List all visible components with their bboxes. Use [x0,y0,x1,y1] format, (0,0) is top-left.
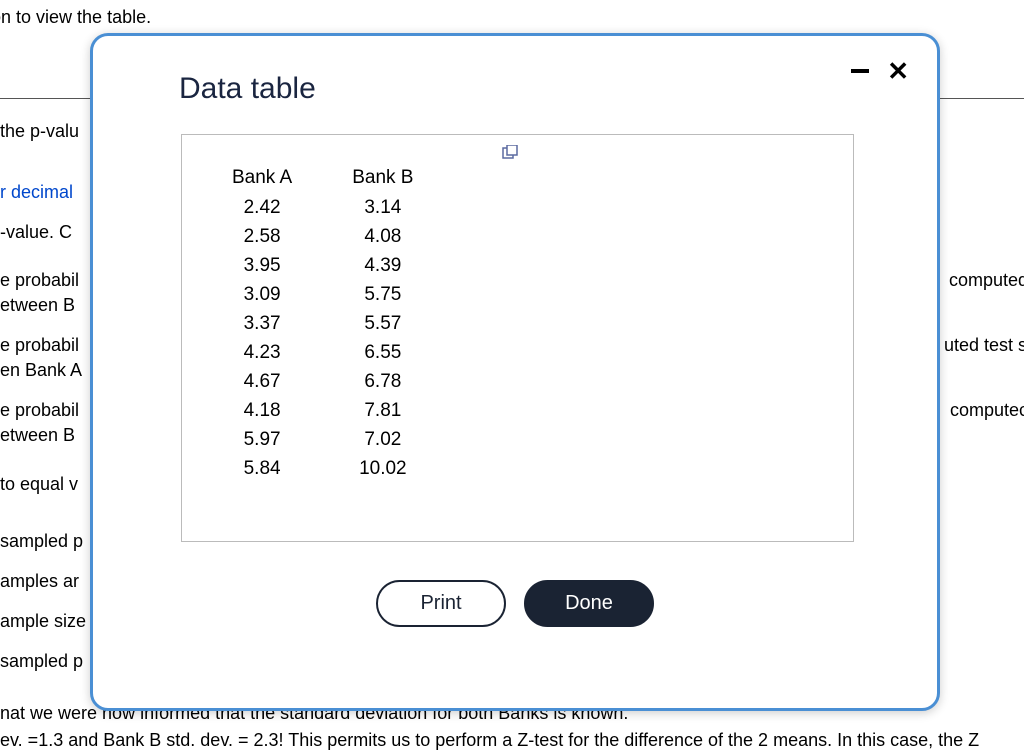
modal-footer: Print Done [121,580,909,627]
table-row: 5.977.02 [202,425,443,454]
table-cell: 4.18 [202,396,322,425]
table-cell: 5.97 [202,425,322,454]
bg-text: sampled p [0,527,83,556]
bg-text: sampled p [0,647,83,676]
bg-text: ev. =1.3 and Bank B std. dev. = 2.3! Thi… [0,726,979,755]
table-row: 3.954.39 [202,251,443,280]
table-cell: 5.84 [202,454,322,483]
table-row: 5.8410.02 [202,454,443,483]
data-table: Bank A Bank B 2.423.142.584.083.954.393.… [202,163,443,483]
table-cell: 6.55 [322,338,443,367]
table-container: Bank A Bank B 2.423.142.584.083.954.393.… [181,134,854,542]
column-header: Bank B [322,163,443,193]
bg-text: the p-valu [0,117,79,146]
bg-text: uted test st [944,331,1024,360]
minimize-icon[interactable] [851,69,869,73]
table-cell: 2.42 [202,193,322,222]
table-row: 2.584.08 [202,222,443,251]
bg-text: computec [950,396,1024,425]
bg-text: computed [949,266,1024,295]
table-row: 4.236.55 [202,338,443,367]
bg-text: etween B [0,291,75,320]
bg-text: icon to view the table. [0,3,151,32]
table-header-row: Bank A Bank B [202,163,443,193]
table-row: 3.095.75 [202,280,443,309]
bg-text: en Bank A [0,356,82,385]
bg-link-text: r decimal [0,178,73,207]
print-button[interactable]: Print [376,580,506,627]
bg-text: etween B [0,421,75,450]
done-button[interactable]: Done [524,580,654,627]
table-cell: 7.81 [322,396,443,425]
table-row: 4.187.81 [202,396,443,425]
table-cell: 4.67 [202,367,322,396]
copy-icon[interactable] [502,145,518,159]
table-cell: 5.57 [322,309,443,338]
bg-text: amples ar [0,567,79,596]
column-header: Bank A [202,163,322,193]
table-row: 3.375.57 [202,309,443,338]
close-icon[interactable]: ✕ [887,58,909,84]
table-cell: 6.78 [322,367,443,396]
table-cell: 3.14 [322,193,443,222]
table-cell: 2.58 [202,222,322,251]
data-table-modal: ✕ Data table Bank A Bank B 2.423.142.584… [90,33,940,711]
table-cell: 7.02 [322,425,443,454]
table-cell: 4.39 [322,251,443,280]
table-cell: 5.75 [322,280,443,309]
bg-text: ample size [0,607,86,636]
table-cell: 4.08 [322,222,443,251]
table-cell: 4.23 [202,338,322,367]
table-row: 4.676.78 [202,367,443,396]
bg-text: -value. C [0,218,72,247]
table-cell: 3.09 [202,280,322,309]
modal-title: Data table [179,72,909,106]
table-cell: 10.02 [322,454,443,483]
table-cell: 3.37 [202,309,322,338]
bg-text: to equal v [0,470,78,499]
table-row: 2.423.14 [202,193,443,222]
table-cell: 3.95 [202,251,322,280]
